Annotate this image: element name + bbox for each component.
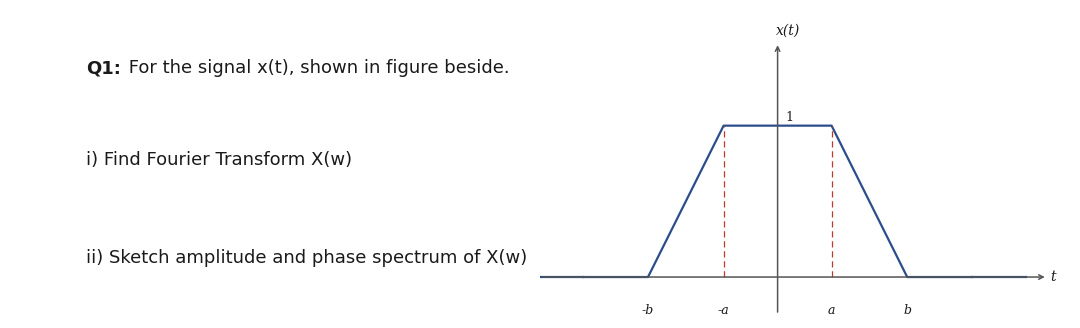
Text: 1: 1 [785,111,793,124]
Text: For the signal x(t), shown in figure beside.: For the signal x(t), shown in figure bes… [123,59,510,77]
Text: a: a [828,304,835,317]
Text: b: b [903,304,912,317]
Text: -b: -b [642,304,654,317]
Text: Q1:: Q1: [86,59,121,77]
Text: -a: -a [718,304,729,317]
Text: i) Find Fourier Transform X(w): i) Find Fourier Transform X(w) [86,151,352,169]
Text: ii) Sketch amplitude and phase spectrum of X(w): ii) Sketch amplitude and phase spectrum … [86,249,528,267]
Text: x(t): x(t) [777,24,800,38]
Text: t: t [1050,270,1055,284]
